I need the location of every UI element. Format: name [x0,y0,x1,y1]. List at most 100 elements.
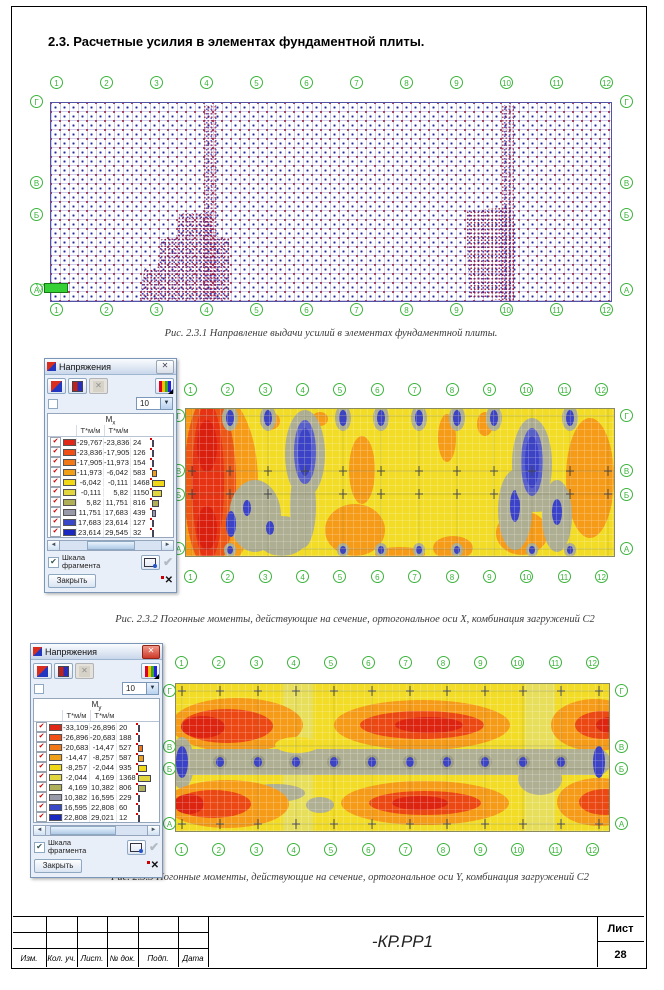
row-checkbox[interactable]: ✔ [50,437,61,447]
axis-bubble: 2 [212,843,226,856]
row-checkbox[interactable]: ✔ [36,782,47,792]
title-block-column: Лист. [77,917,108,967]
save-scale-button[interactable] [126,839,146,855]
axis-bubble: 8 [445,570,459,583]
row-axis-bubble: А [615,817,628,830]
row-axis-bubble: В [163,740,176,753]
apply-icon[interactable]: ✔ [162,555,173,570]
horizontal-scrollbar[interactable]: ◄ ► [47,540,174,551]
contour-plot-mx [185,408,615,557]
row-checkbox[interactable]: ✔ [50,497,61,507]
row-checkbox[interactable]: ✔ [50,477,61,487]
row-axis-bubble: А [620,283,633,296]
element-count: 60 [116,802,135,812]
row-checkbox[interactable]: ✔ [50,487,61,497]
close-button[interactable]: Закрыть [48,573,96,588]
range-to: 10,382 [89,782,116,792]
unit-label: Т*м/м [90,710,118,721]
range-from: 22,808 [62,812,89,822]
color-swatch [49,733,62,741]
discard-icon[interactable]: ✕ [160,574,173,586]
row-checkbox[interactable]: ✔ [36,772,47,782]
axis-bubble: 11 [550,76,563,89]
fragment-scale-checkbox[interactable]: ✔ [34,841,45,853]
axis-bubble: 9 [482,570,496,583]
isofields-button[interactable] [33,663,52,679]
row-checkbox[interactable]: ✔ [50,517,61,527]
red-tick-icon [136,802,138,805]
axis-bubble: 4 [287,656,301,669]
row-checkbox[interactable]: ✔ [50,507,61,517]
scroll-right-icon[interactable]: ► [147,826,159,835]
range-from: -8,257 [62,762,89,772]
legend-row: ✔ -33,109 -26,896 20 [34,722,159,732]
axis-bubble: 10 [520,570,534,583]
dialog-title: Напряжения [45,646,98,657]
row-checkbox[interactable]: ✔ [36,742,47,752]
option-checkbox[interactable] [48,398,58,409]
row-checkbox[interactable]: ✔ [50,447,61,457]
range-from: 4,169 [62,782,89,792]
axis-bubble: 8 [400,303,413,316]
axis-bubble: 5 [250,303,263,316]
color-swatch [49,773,62,781]
element-count: 154 [130,457,149,467]
row-checkbox[interactable]: ✔ [36,802,47,812]
scroll-left-icon[interactable]: ◄ [48,541,60,550]
color-swatch [63,448,76,456]
row-checkbox[interactable]: ✔ [36,812,47,822]
scroll-right-icon[interactable]: ► [161,541,173,550]
row-checkbox[interactable]: ✔ [36,722,47,732]
intervals-combobox[interactable]: 10 ▼ [122,682,159,695]
intervals-combobox[interactable]: 10 ▼ [136,397,173,410]
isolines-button[interactable] [68,378,87,394]
mesh-display-button[interactable]: ✕ [89,378,108,394]
chevron-down-icon[interactable]: ▼ [146,683,158,694]
sheet-frame [11,6,647,969]
range-to: -26,896 [89,722,116,732]
range-from: -33,109 [62,722,89,732]
row-checkbox[interactable]: ✔ [36,732,47,742]
row-axis-bubble: Г [615,684,628,697]
fig2-caption: Рис. 2.3.2 Погонные моменты, действующие… [115,614,595,625]
title-block-column: Дата [178,917,209,967]
axis-bubble: 1 [175,656,188,669]
option-checkbox[interactable] [34,683,44,694]
unit-label: Т*м/м [104,425,132,436]
element-count: 229 [116,792,135,802]
horizontal-scrollbar[interactable]: ◄ ► [33,825,160,836]
close-icon[interactable]: ✕ [156,359,174,374]
scale-settings-button[interactable] [155,378,174,394]
fragment-scale-checkbox[interactable]: ✔ [48,556,59,568]
close-icon[interactable]: ✕ [142,644,160,659]
close-button[interactable]: Закрыть [34,858,82,873]
axis-bubble: 1 [50,303,63,316]
scroll-left-icon[interactable]: ◄ [34,826,46,835]
isolines-button[interactable] [54,663,73,679]
dialog-titlebar[interactable]: Напряжения ✕ [31,644,162,660]
histogram-bar [149,507,173,517]
fig3-axis-bubbles-bottom: 1 2 3 4 5 6 7 8 9 10 11 12 [175,843,599,856]
row-checkbox[interactable]: ✔ [36,792,47,802]
isofields-button[interactable] [47,378,66,394]
title-block-column: Подп. [138,917,179,967]
scale-settings-button[interactable] [141,663,160,679]
scrollbar-thumb[interactable] [86,541,135,550]
discard-icon[interactable]: ✕ [146,859,159,871]
row-checkbox[interactable]: ✔ [36,762,47,772]
row-checkbox[interactable]: ✔ [36,752,47,762]
row-axis-bubble: В [620,176,633,189]
axis-bubble: 12 [585,843,599,856]
dialog-titlebar[interactable]: Напряжения ✕ [45,359,176,375]
scrollbar-thumb[interactable] [50,826,116,835]
row-axis-bubble: Б [615,762,628,775]
marker-box [44,283,69,293]
save-scale-button[interactable] [140,554,160,570]
apply-icon[interactable]: ✔ [148,840,159,855]
row-checkbox[interactable]: ✔ [50,527,61,537]
chevron-down-icon[interactable]: ▼ [160,398,172,409]
row-checkbox[interactable]: ✔ [50,467,61,477]
empty-cell [138,917,178,933]
mesh-display-button[interactable]: ✕ [75,663,94,679]
row-checkbox[interactable]: ✔ [50,457,61,467]
